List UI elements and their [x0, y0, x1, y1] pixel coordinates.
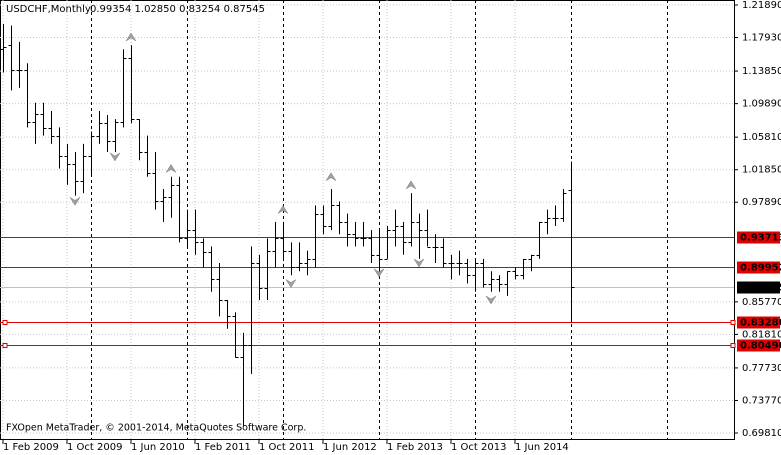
- y-tick-label: 1.01850: [742, 165, 781, 176]
- x-tick-label: 1 Jun 2010: [131, 442, 185, 453]
- header-values: 0.99354 1.02850 0.83254 0.87545: [90, 4, 265, 15]
- y-tick-label: 0.69810: [742, 428, 781, 439]
- x-tick-label: 1 Oct 2013: [451, 442, 506, 453]
- level-handle: [2, 343, 8, 348]
- current-price-box: [737, 281, 780, 294]
- level-handle: [2, 320, 8, 325]
- fractal-down: [285, 279, 297, 288]
- y-tick-label: 1.13850: [742, 66, 781, 77]
- grid: [0, 0, 734, 440]
- fractal-down: [413, 258, 425, 268]
- fractal-down: [485, 295, 497, 305]
- current-price-label: 0.87545: [740, 283, 781, 294]
- x-tick-label: 1 Feb 2013: [387, 442, 443, 453]
- level-label: 0.93713: [740, 233, 781, 244]
- fractal-up: [405, 180, 417, 190]
- x-tick-label: 1 Feb 2011: [195, 442, 251, 453]
- y-tick-label: 0.85770: [742, 297, 781, 308]
- level-label-box: [737, 339, 780, 352]
- x-tick-label: 1 Feb 2009: [3, 442, 59, 453]
- fractal-down: [373, 268, 385, 278]
- level-label: 0.89952: [740, 263, 781, 274]
- y-tick-label: 0.77730: [742, 363, 781, 374]
- fractal-down: [109, 152, 121, 162]
- plot-frame: [0, 0, 735, 440]
- x-tick-label: 1 Oct 2009: [67, 442, 122, 453]
- y-tick-label: 0.81810: [742, 329, 781, 340]
- y-tick-label: 1.21890: [742, 0, 781, 11]
- y-tick-label: 0.73770: [742, 395, 781, 406]
- level-label: 0.80490: [740, 341, 781, 352]
- level-handle: [730, 320, 736, 325]
- level-label-box: [737, 316, 780, 329]
- fractal-up: [325, 172, 337, 181]
- chart-title: USDCHF,Monthly: [6, 4, 91, 15]
- y-tick-label: 1.05810: [742, 132, 781, 143]
- y-tick-label: 0.97890: [742, 197, 781, 208]
- copyright: FXOpen MetaTrader, © 2001-2014, MetaQuot…: [6, 423, 306, 434]
- fractal-down: [69, 197, 81, 206]
- level-label-box: [737, 231, 780, 244]
- x-tick-label: 1 Oct 2011: [259, 442, 314, 453]
- marks: [0, 23, 575, 426]
- fractal-up: [125, 32, 137, 42]
- y-tick-label: 1.17930: [742, 33, 781, 44]
- fractal-up: [277, 205, 289, 214]
- fractal-up: [165, 164, 177, 173]
- level-label: 0.83280: [740, 318, 781, 329]
- level-label-box: [737, 261, 780, 274]
- y-tick-label: 1.09890: [742, 99, 781, 110]
- x-tick-label: 1 Jun 2014: [515, 442, 569, 453]
- level-handle: [730, 343, 736, 348]
- x-tick-label: 1 Jun 2012: [323, 442, 377, 453]
